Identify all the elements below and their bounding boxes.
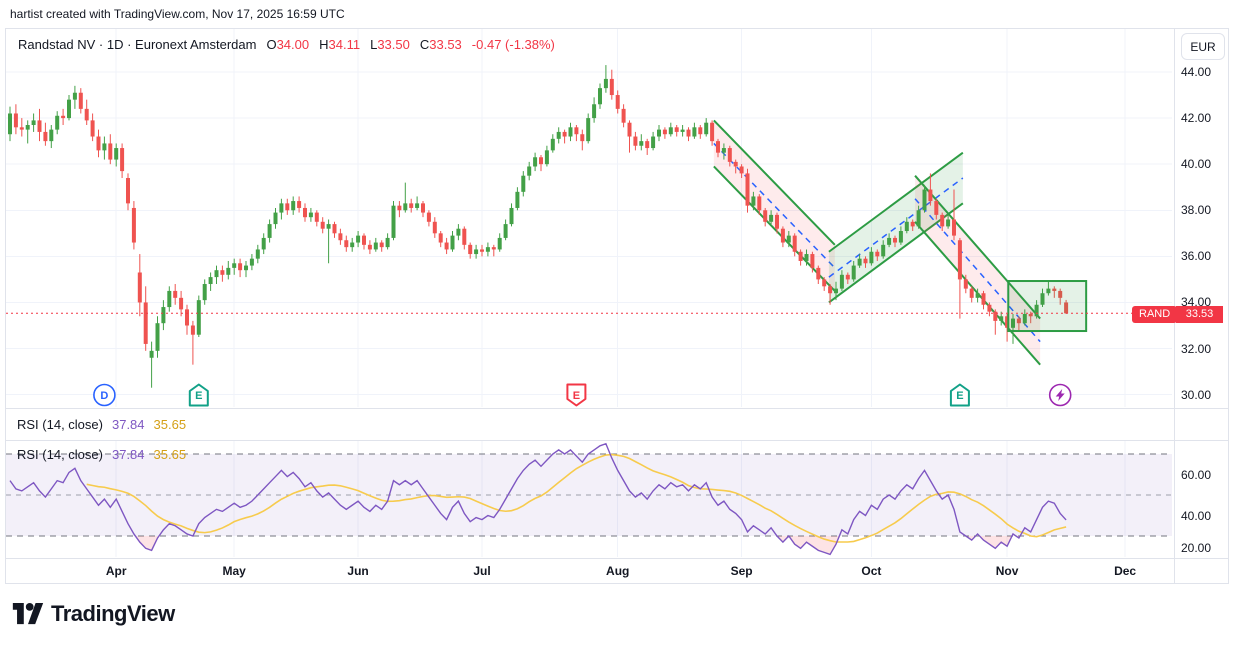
attribution-text: hartist created with TradingView.com, No… — [10, 7, 345, 21]
chart-frame — [5, 28, 1229, 584]
tradingview-logo[interactable]: TradingView — [12, 600, 175, 628]
price-tick-label: 44.00 — [1181, 65, 1212, 79]
month-label: Oct — [861, 564, 882, 578]
rsi-indicator-name: RSI (14, close) — [17, 417, 103, 432]
rsi-tick-label: 40.00 — [1181, 508, 1212, 523]
dividend-marker[interactable]: D — [93, 383, 116, 407]
month-label: Nov — [995, 564, 1019, 578]
tradingview-logo-icon — [12, 602, 44, 625]
rsi-tick-label: 20.00 — [1181, 541, 1212, 555]
month-label: Apr — [105, 564, 127, 578]
open-value: O34.00 — [266, 37, 310, 52]
price-tick-label: 38.00 — [1181, 203, 1212, 218]
change-value: -0.47 (-1.38%) — [471, 37, 555, 52]
rsi-ma-value: 35.65 — [153, 447, 187, 462]
month-label: Dec — [1114, 564, 1137, 578]
low-value: L33.50 — [370, 37, 410, 52]
rsi-indicator-name: RSI (14, close) — [17, 447, 103, 462]
earnings-marker[interactable]: E — [188, 383, 209, 407]
currency-button[interactable]: EUR — [1181, 33, 1225, 60]
svg-text:D: D — [100, 390, 108, 402]
price-tick-label: 32.00 — [1181, 341, 1212, 356]
rsi-value: 37.84 — [111, 447, 145, 462]
month-label: Aug — [606, 564, 630, 578]
rsi-legend[interactable]: RSI (14, close) 37.84 35.65 — [17, 417, 186, 432]
symbol-legend[interactable]: Randstad NV · 1D · Euronext Amsterdam O3… — [18, 37, 555, 52]
earnings-marker[interactable]: E — [566, 383, 587, 407]
price-tick-label: 42.00 — [1181, 111, 1212, 126]
close-value: C33.53 — [419, 37, 462, 52]
rsi-value: 37.84 — [111, 417, 145, 432]
svg-text:E: E — [573, 390, 580, 402]
month-label: Jul — [473, 564, 491, 578]
symbol-price-tag: RAND — [1132, 306, 1178, 323]
rsi-tick-label: 60.00 — [1181, 467, 1212, 482]
price-tick-label: 36.00 — [1181, 249, 1212, 264]
svg-text:E: E — [195, 390, 202, 402]
price-tick-label: 34.00 — [1181, 295, 1212, 310]
svg-text:E: E — [956, 390, 963, 402]
month-label: Sep — [730, 564, 753, 578]
tradingview-logo-text: TradingView — [51, 601, 175, 626]
rsi-ma-value: 35.65 — [153, 417, 187, 432]
rsi-pane-legend: RSI (14, close) 37.84 35.65 — [17, 447, 186, 462]
high-value: H34.11 — [319, 37, 361, 52]
symbol-title: Randstad NV · 1D · Euronext Amsterdam — [18, 37, 257, 52]
last-price-label: 33.53 — [1176, 306, 1223, 323]
month-label: Jun — [347, 564, 369, 578]
power-marker[interactable] — [1048, 383, 1072, 407]
earnings-marker[interactable]: E — [949, 383, 970, 407]
price-tick-label: 30.00 — [1181, 387, 1212, 402]
price-tick-label: 40.00 — [1181, 157, 1212, 172]
month-label: May — [222, 564, 246, 578]
